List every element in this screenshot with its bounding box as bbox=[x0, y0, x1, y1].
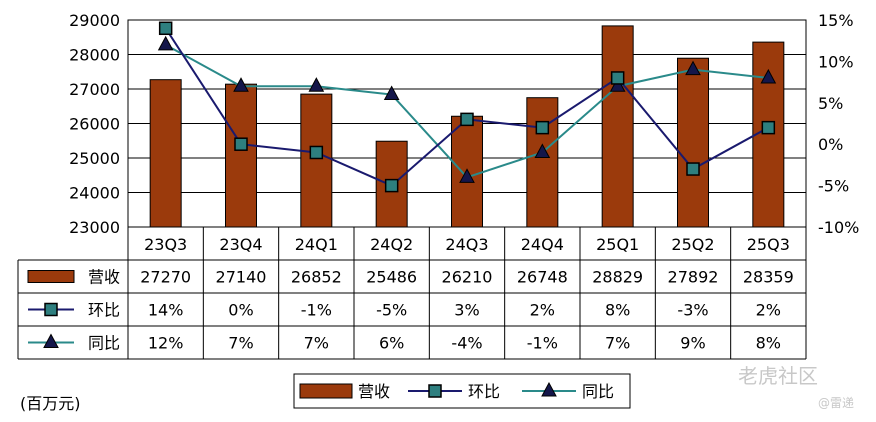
data-label: 26748 bbox=[517, 268, 568, 287]
data-label: -3% bbox=[677, 301, 708, 320]
data-label: -5% bbox=[376, 301, 407, 320]
y-left-tick: 25000 bbox=[69, 149, 120, 168]
data-label: 27140 bbox=[216, 268, 267, 287]
y-left-tick: 28000 bbox=[69, 46, 120, 65]
data-label: 8% bbox=[756, 334, 781, 353]
watermark-sub: @雷递 bbox=[818, 396, 855, 410]
legend-label-mom: 环比 bbox=[468, 382, 500, 401]
unit-label: (百万元) bbox=[20, 394, 81, 413]
bar bbox=[149, 79, 182, 228]
x-tick-label: 23Q4 bbox=[219, 235, 262, 254]
data-label: 0% bbox=[228, 301, 253, 320]
yoy-marker bbox=[308, 77, 325, 92]
yoy-marker bbox=[383, 85, 400, 101]
data-label: -1% bbox=[527, 334, 558, 353]
mom-marker bbox=[535, 120, 550, 135]
bar bbox=[225, 83, 257, 228]
yoy-marker bbox=[233, 77, 249, 92]
legend-swatch-mom-marker bbox=[428, 384, 442, 398]
mom-marker bbox=[610, 71, 625, 85]
x-tick-label: 24Q1 bbox=[295, 235, 338, 254]
x-tick-label: 24Q4 bbox=[521, 235, 564, 254]
y-left-tick: 29000 bbox=[69, 11, 120, 30]
x-tick-label: 25Q3 bbox=[747, 235, 790, 254]
y-right-tick: -10% bbox=[818, 218, 859, 237]
data-label: 2% bbox=[530, 301, 555, 320]
y-right-tick: -5% bbox=[818, 177, 849, 196]
yoy-marker bbox=[685, 60, 701, 76]
data-label: 27892 bbox=[668, 268, 719, 287]
legend-label-yoy: 同比 bbox=[582, 382, 614, 401]
data-label: 7% bbox=[228, 334, 253, 353]
y-left-tick: 27000 bbox=[69, 80, 120, 99]
data-label: 25486 bbox=[366, 268, 417, 287]
bar bbox=[677, 57, 709, 228]
y-left-tick: 24000 bbox=[69, 184, 120, 203]
data-label: 26210 bbox=[442, 268, 493, 287]
data-label: 7% bbox=[605, 334, 630, 353]
data-label: 3% bbox=[454, 301, 479, 320]
mom-marker bbox=[158, 21, 173, 36]
legend-swatch-yoy-marker bbox=[541, 381, 557, 397]
yoy-marker bbox=[459, 168, 475, 183]
data-label: 27270 bbox=[140, 268, 191, 287]
data-label: -1% bbox=[301, 301, 332, 320]
y-right-tick: 15% bbox=[818, 11, 854, 30]
row-header: 环比 bbox=[88, 301, 120, 320]
mom-marker bbox=[234, 137, 248, 151]
watermark: 老虎社区 bbox=[738, 364, 818, 388]
data-label: 28829 bbox=[592, 268, 643, 287]
bar bbox=[300, 93, 333, 228]
x-tick-label: 25Q2 bbox=[671, 235, 714, 254]
yoy-marker bbox=[609, 77, 626, 92]
mom-marker bbox=[761, 120, 776, 135]
y-right-tick: 0% bbox=[818, 135, 843, 154]
data-label: 7% bbox=[304, 334, 329, 353]
bar bbox=[526, 97, 559, 228]
x-tick-label: 24Q2 bbox=[370, 235, 413, 254]
y-left-tick: 26000 bbox=[69, 115, 120, 134]
mom-marker bbox=[460, 112, 474, 127]
data-label: 12% bbox=[148, 334, 184, 353]
row-header: 同比 bbox=[88, 334, 120, 353]
legend-key-yoy-marker bbox=[43, 333, 59, 348]
legend-key-mom-marker bbox=[44, 302, 58, 317]
yoy-marker bbox=[157, 35, 174, 51]
data-label: 26852 bbox=[291, 268, 342, 287]
data-label: 28359 bbox=[743, 268, 794, 287]
data-label: 6% bbox=[379, 334, 404, 353]
bar bbox=[601, 25, 634, 228]
x-tick-label: 25Q1 bbox=[596, 235, 639, 254]
y-left-tick: 23000 bbox=[69, 218, 120, 237]
mom-marker bbox=[686, 162, 700, 176]
legend-swatch-revenue bbox=[299, 383, 353, 399]
data-label: 2% bbox=[756, 301, 781, 320]
data-label: 14% bbox=[148, 301, 184, 320]
y-right-tick: 5% bbox=[818, 94, 843, 113]
data-label: 8% bbox=[605, 301, 630, 320]
row-header: 营收 bbox=[88, 268, 120, 287]
legend-label-revenue: 营收 bbox=[358, 382, 390, 401]
x-tick-label: 24Q3 bbox=[445, 235, 488, 254]
y-right-tick: 10% bbox=[818, 52, 854, 71]
yoy-marker bbox=[760, 68, 777, 84]
x-tick-label: 23Q3 bbox=[144, 235, 187, 254]
mom-marker bbox=[384, 178, 399, 193]
data-label: -4% bbox=[451, 334, 482, 353]
plot-border bbox=[127, 19, 807, 228]
legend-key-revenue bbox=[27, 270, 75, 283]
mom-marker bbox=[309, 145, 324, 160]
yoy-marker bbox=[534, 143, 551, 158]
data-label: 9% bbox=[680, 334, 705, 353]
